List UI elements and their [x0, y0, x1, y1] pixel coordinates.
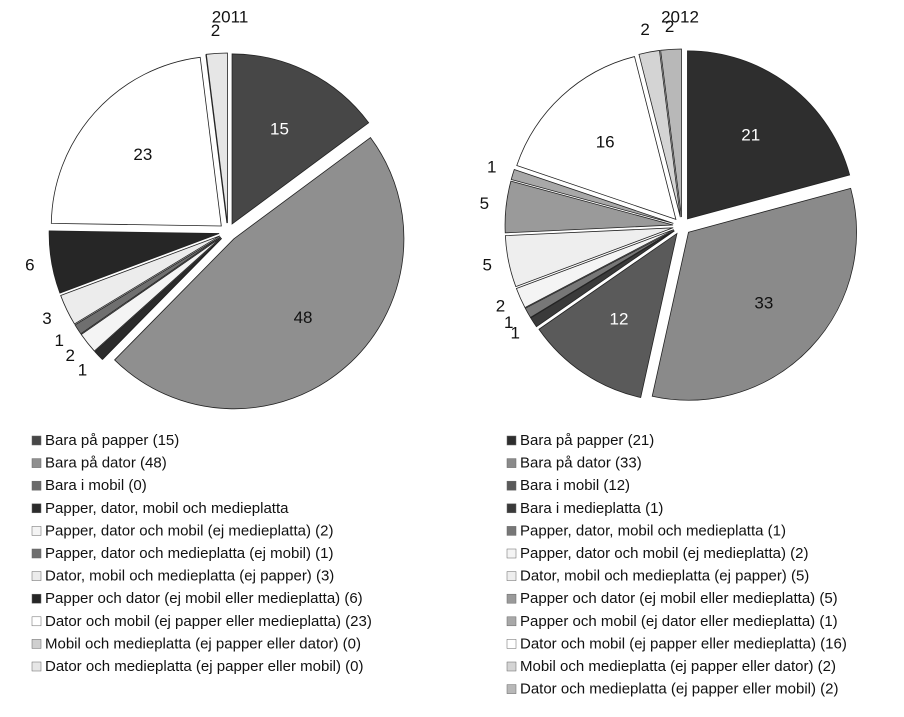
- legend-swatch: [506, 661, 517, 672]
- pie-slice: [504, 227, 674, 288]
- legend-swatch: [506, 684, 517, 694]
- legend-label: Mobil och medieplatta (ej papper eller d…: [45, 635, 361, 652]
- legend-swatch: [506, 526, 517, 536]
- legend-label: Dator och mobil (ej papper eller mediepl…: [520, 635, 847, 652]
- legend-label: Papper och dator (ej mobil eller mediepl…: [520, 590, 838, 607]
- data-label: 2: [640, 20, 649, 39]
- legend-swatch: [31, 480, 42, 491]
- legend-label: Papper, dator och mobil (ej medieplatta)…: [520, 545, 808, 562]
- data-label: 2: [665, 17, 674, 36]
- data-label: 5: [480, 194, 489, 213]
- data-label: 12: [609, 309, 628, 328]
- data-label: 1: [78, 360, 87, 379]
- pie-slice: [94, 237, 222, 360]
- pie-slice: [660, 48, 682, 218]
- legend-label: Papper och mobil (ej dator eller mediepl…: [520, 613, 838, 630]
- legend-label: Bara i medieplatta (1): [520, 500, 663, 517]
- data-label: 1: [487, 158, 496, 177]
- legend-swatch: [31, 593, 42, 604]
- data-label: 1: [504, 313, 513, 332]
- data-label: 1: [55, 331, 64, 350]
- data-label: 16: [596, 132, 615, 151]
- legend-label: Dator, mobil och medieplatta (ej papper)…: [520, 568, 809, 585]
- legend-swatch: [506, 458, 517, 468]
- data-label: 1: [510, 324, 519, 343]
- legend-label: Bara på dator (48): [45, 455, 167, 472]
- pie-slice: [530, 230, 675, 328]
- legend-label: Bara i mobil (12): [520, 477, 630, 494]
- chart-title: 2011: [212, 7, 249, 26]
- legend-label: Papper, dator och medieplatta (ej mobil)…: [45, 545, 333, 562]
- legend-swatch: [31, 616, 42, 627]
- pie-slice: [638, 50, 681, 218]
- legend-label: Papper, dator, mobil och medieplatta (1): [520, 522, 786, 539]
- legend-swatch: [506, 616, 517, 627]
- legend-label: Bara på dator (33): [520, 455, 642, 472]
- data-label: 3: [42, 309, 51, 328]
- legend-label: Papper, dator, mobil och medieplatta: [45, 500, 289, 517]
- legend-swatch: [506, 571, 517, 581]
- data-label: 2: [65, 346, 74, 365]
- pie-slice: [510, 168, 674, 224]
- data-label: 5: [482, 255, 491, 274]
- data-label: 48: [294, 308, 313, 327]
- legend-label: Dator och medieplatta (ej papper eller m…: [520, 681, 838, 698]
- legend-swatch: [31, 639, 42, 649]
- legend-swatch: [31, 661, 42, 672]
- pie-slice: [504, 180, 674, 234]
- pie-slice: [516, 56, 677, 221]
- legend-swatch: [31, 526, 42, 536]
- legend-label: Dator, mobil och medieplatta (ej papper)…: [45, 568, 334, 585]
- legend-swatch: [506, 503, 517, 514]
- legend-swatch: [506, 639, 517, 649]
- legend-swatch: [31, 458, 42, 468]
- pie-slice: [538, 232, 678, 398]
- pie-slice: [687, 50, 851, 220]
- pie-slice: [231, 53, 370, 225]
- pie-slice: [50, 56, 222, 227]
- legend-label: Bara i mobil (0): [45, 477, 147, 494]
- data-label: 6: [25, 256, 34, 275]
- data-label: 15: [270, 119, 289, 138]
- legend-swatch: [31, 435, 42, 446]
- pie-slice: [651, 187, 857, 401]
- legend-swatch: [506, 593, 517, 604]
- legend-label: Bara på papper (21): [520, 432, 654, 449]
- data-label: 33: [754, 294, 773, 313]
- legend-swatch: [506, 480, 517, 491]
- pie-slice: [524, 230, 675, 318]
- legend-label: Dator och mobil (ej papper eller mediepl…: [45, 613, 372, 630]
- data-label: 21: [741, 126, 760, 145]
- pie-slice: [515, 229, 674, 309]
- data-label: 2: [496, 297, 505, 316]
- legend-swatch: [506, 435, 517, 446]
- pie-slice: [74, 236, 221, 335]
- legend-label: Mobil och medieplatta (ej papper eller d…: [520, 658, 836, 675]
- legend-label: Dator och medieplatta (ej papper eller m…: [45, 658, 363, 675]
- pie-slice: [80, 237, 222, 352]
- legend-swatch: [31, 503, 42, 514]
- pie-slice: [60, 235, 221, 325]
- legend-swatch: [31, 571, 42, 581]
- pie-slice: [205, 52, 228, 224]
- legend-label: Papper, dator och mobil (ej medieplatta)…: [45, 522, 333, 539]
- pie-slice: [48, 230, 220, 294]
- chart-title: 2012: [661, 7, 699, 26]
- legend-swatch: [31, 548, 42, 559]
- legend-swatch: [506, 548, 517, 559]
- legend-label: Bara på papper (15): [45, 432, 179, 449]
- data-label: 23: [133, 145, 152, 164]
- legend-label: Papper och dator (ej mobil eller mediepl…: [45, 590, 363, 607]
- pie-slice: [114, 137, 405, 410]
- data-label: 2: [211, 21, 220, 40]
